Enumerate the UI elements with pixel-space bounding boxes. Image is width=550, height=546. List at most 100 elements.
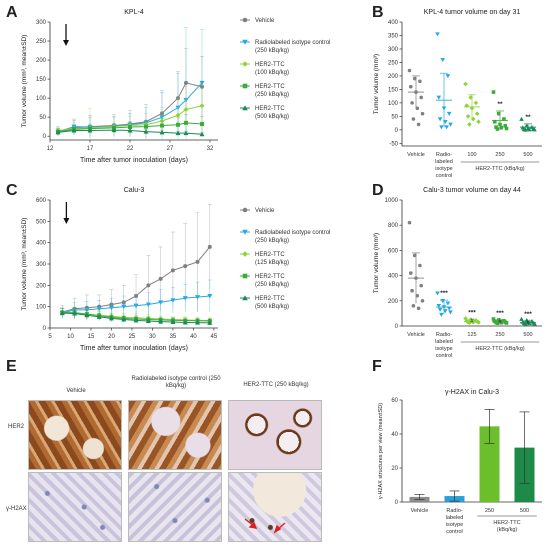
data-point [419, 283, 423, 288]
x-tick-label: 25 [129, 334, 136, 340]
y-tick-label: 150 [36, 77, 47, 83]
data-point [411, 304, 416, 308]
legend-label-1: (250 kBq/kg) [255, 238, 289, 244]
series-point-1 [158, 300, 164, 305]
data-point [474, 111, 480, 116]
chart-title: KPL-4 [124, 9, 144, 16]
x-category-label: 100 [467, 152, 476, 158]
series-point-3 [176, 122, 180, 127]
x-tick-label: 12 [47, 146, 54, 152]
legend-label-4: HER2-TTC [255, 106, 285, 112]
series-point-1 [108, 305, 114, 311]
ihc-her2-ttc [228, 400, 322, 470]
y-axis-label: Tumor volume (mm³, mean±SD) [21, 218, 28, 311]
data-point [446, 111, 452, 116]
y-axis-label: Tumor volume (mm³) [373, 233, 380, 293]
panel-d-scatter-chart: 0 200 400 600 800 1000 Calu-3 tumor volume on … [373, 187, 542, 358]
y-tick-label: 250 [388, 60, 399, 66]
y-tick-label: 0 [43, 134, 47, 140]
data-point [407, 220, 412, 225]
data-point [409, 84, 413, 89]
significance-mark: *** [496, 310, 504, 317]
legend-label-2: (125 kBq/kg) [255, 260, 289, 266]
series-point-4 [71, 127, 77, 133]
panel-letter-f: F [372, 358, 382, 375]
y-axis-label: Tumor volume (mm³, mean±SD) [21, 35, 28, 128]
series-point-3 [128, 125, 132, 130]
x-axis-label: Time after tumor inoculation (days) [80, 157, 188, 164]
y-tick-label: 300 [36, 262, 47, 268]
legend-label-3: (250 kBq/kg) [255, 282, 289, 288]
data-point [437, 307, 443, 312]
bar-2 [479, 426, 500, 502]
series-point-0 [183, 264, 188, 269]
series-point-4 [145, 318, 151, 323]
row-label-her2: HER2 [8, 424, 25, 430]
legend-label-1: Radiolabeled isotype control [255, 230, 330, 236]
y-tick-label: 50 [391, 114, 398, 120]
x-category-label: labeled [435, 159, 453, 165]
arrow-head [63, 218, 70, 224]
legend-label-4: HER2-TTC [255, 296, 285, 302]
y-tick-label: 300 [36, 20, 47, 26]
series-point-3 [200, 122, 204, 127]
series-point-3 [160, 123, 164, 128]
x-category-label: Radio- [436, 152, 452, 158]
x-tick-label: 40 [190, 334, 197, 340]
series-line-2 [57, 105, 203, 131]
data-point [494, 125, 498, 129]
y-tick-label: 100 [36, 96, 47, 102]
x-category-label: 250 [495, 332, 504, 338]
data-point [435, 32, 440, 37]
panel-c-line-chart: 0 100 200 300 400 500 600 5 10 15 20 25 30 35 40 45 Calu… [21, 187, 330, 352]
panel-letter-e: E [6, 358, 17, 375]
series-point-3 [184, 120, 188, 125]
data-point [440, 57, 445, 63]
data-point [503, 123, 507, 128]
data-point [439, 312, 444, 317]
y-tick-label: 800 [388, 223, 399, 229]
x-tick-label: 17 [87, 146, 94, 152]
data-point [519, 316, 524, 321]
y-tick-label: 200 [388, 74, 399, 80]
x-category-label: control [446, 529, 463, 535]
series-point-0 [170, 268, 175, 273]
series-point-4 [195, 320, 201, 325]
series-point-4 [121, 316, 127, 322]
series-point-0 [158, 276, 163, 281]
data-point [416, 122, 421, 127]
x-category-label: 500 [523, 152, 532, 158]
x-tick-label: 15 [88, 334, 95, 340]
significance-mark: ** [525, 114, 531, 121]
x-category-label: isotype [435, 346, 452, 352]
x-category-label: 500 [520, 508, 529, 514]
red-arrows [244, 518, 286, 534]
x-category-label: control [436, 353, 453, 358]
group-label: HER2-TTC (kBq/kg) [475, 166, 524, 172]
y-tick-label: 40 [391, 432, 398, 438]
data-point [435, 291, 440, 296]
x-category-label: labeled [435, 339, 453, 345]
data-point [467, 122, 472, 127]
y-tick-label: 300 [388, 47, 399, 53]
x-tick-label: 5 [48, 334, 52, 340]
y-tick-label: 0 [395, 324, 399, 330]
group-label-unit: (kBq/kg) [497, 527, 518, 533]
series-point-2 [175, 112, 181, 118]
panel-letter-c: C [6, 182, 18, 199]
y-tick-label: 500 [36, 219, 47, 225]
series-point-4 [108, 315, 114, 321]
hash-mark: # [498, 319, 502, 325]
data-point [523, 321, 528, 326]
y-tick-label: 400 [36, 241, 47, 247]
data-point [499, 320, 504, 325]
series-point-1 [121, 304, 127, 310]
series-point-1 [170, 298, 176, 303]
panel-f-bar-chart: 0 20 40 60 γ-H2AX in Calu-3 γ-H2AX structures… [378, 389, 542, 535]
data-point [410, 288, 414, 293]
legend-label-3: HER2-TTC [255, 274, 285, 280]
series-point-0 [207, 244, 212, 249]
series-point-4 [72, 310, 78, 316]
y-tick-label: 400 [388, 20, 399, 26]
x-tick-label: 20 [108, 334, 115, 340]
